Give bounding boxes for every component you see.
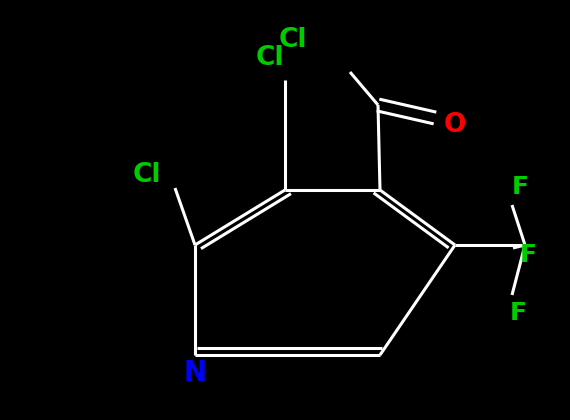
Text: Cl: Cl (279, 27, 307, 53)
Text: Cl: Cl (256, 45, 284, 71)
Text: F: F (519, 243, 536, 267)
Text: Cl: Cl (133, 162, 161, 188)
Text: O: O (444, 112, 466, 138)
Text: F: F (511, 175, 528, 199)
Text: N: N (184, 359, 206, 387)
Text: F: F (510, 301, 527, 325)
